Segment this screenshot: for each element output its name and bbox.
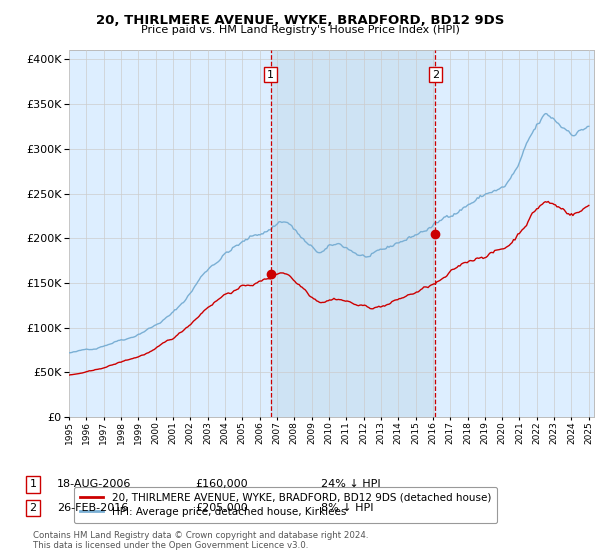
Text: £205,000: £205,000	[195, 503, 248, 513]
Text: 8% ↓ HPI: 8% ↓ HPI	[321, 503, 373, 513]
Text: 18-AUG-2006: 18-AUG-2006	[57, 479, 131, 489]
Legend: 20, THIRLMERE AVENUE, WYKE, BRADFORD, BD12 9DS (detached house), HPI: Average pr: 20, THIRLMERE AVENUE, WYKE, BRADFORD, BD…	[74, 487, 497, 523]
Text: 1: 1	[267, 69, 274, 80]
Text: Price paid vs. HM Land Registry's House Price Index (HPI): Price paid vs. HM Land Registry's House …	[140, 25, 460, 35]
Text: £160,000: £160,000	[195, 479, 248, 489]
Text: Contains HM Land Registry data © Crown copyright and database right 2024.
This d: Contains HM Land Registry data © Crown c…	[33, 530, 368, 550]
Text: 2: 2	[29, 503, 37, 513]
Text: 24% ↓ HPI: 24% ↓ HPI	[321, 479, 380, 489]
Text: 1: 1	[29, 479, 37, 489]
Text: 20, THIRLMERE AVENUE, WYKE, BRADFORD, BD12 9DS: 20, THIRLMERE AVENUE, WYKE, BRADFORD, BD…	[96, 14, 504, 27]
Text: 2: 2	[432, 69, 439, 80]
Bar	[271, 50, 436, 417]
Text: 26-FEB-2016: 26-FEB-2016	[57, 503, 128, 513]
